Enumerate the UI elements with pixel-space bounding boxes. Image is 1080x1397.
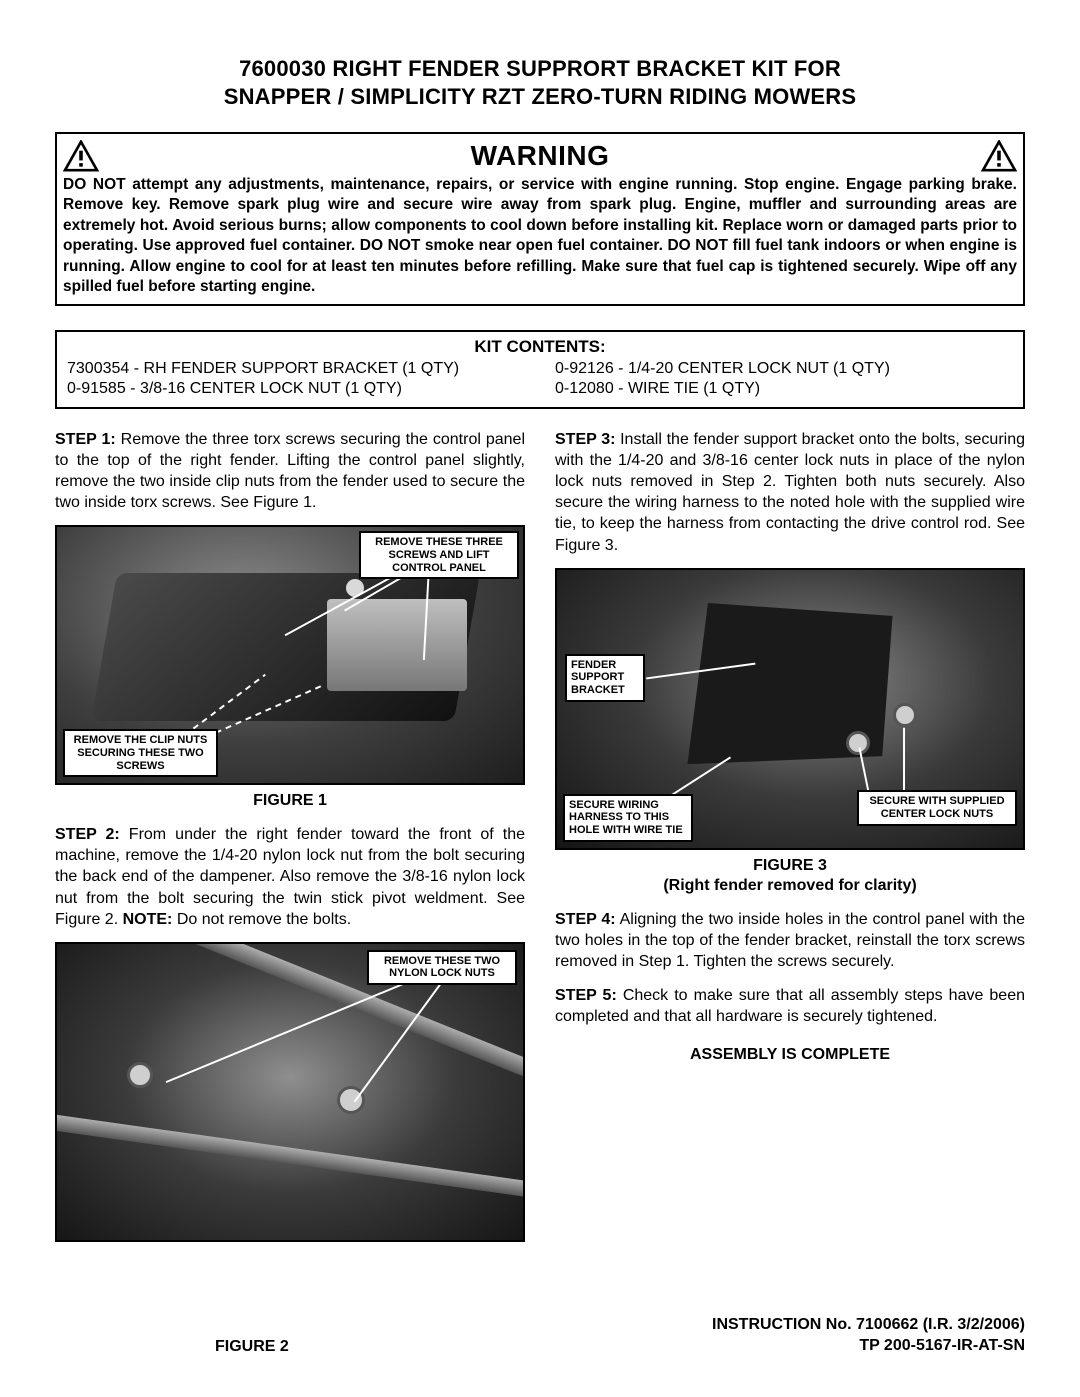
figure-3-caption: FIGURE 3 (Right fender removed for clari… (555, 856, 1025, 898)
warning-triangle-left-icon (63, 140, 99, 172)
left-column: STEP 1: Remove the three torx screws sec… (55, 429, 525, 1254)
figure-2: REMOVE THESE TWO NYLON LOCK NUTS (55, 942, 525, 1242)
step-2-text-b: Do not remove the bolts. (172, 911, 351, 928)
step-1-label: STEP 1: (55, 431, 116, 448)
figure-2-caption: FIGURE 2 (215, 1337, 289, 1357)
assembly-complete: ASSEMBLY IS COMPLETE (555, 1045, 1025, 1065)
step-5: STEP 5: Check to make sure that all asse… (555, 985, 1025, 1027)
document-title: 7600030 RIGHT FENDER SUPPRORT BRACKET KI… (55, 55, 1025, 110)
figure-1-callout-bottom: REMOVE THE CLIP NUTS SECURING THESE TWO … (63, 729, 218, 777)
warning-box: WARNING DO NOT attempt any adjustments, … (55, 132, 1025, 306)
warning-header: WARNING (57, 134, 1023, 173)
step-1: STEP 1: Remove the three torx screws sec… (55, 429, 525, 513)
figure-3-callout-left: SECURE WIRING HARNESS TO THIS HOLE WITH … (563, 794, 693, 842)
instruction-number: INSTRUCTION No. 7100662 (I.R. 3/2/2006) (712, 1315, 1025, 1336)
tp-number: TP 200-5167-IR-AT-SN (712, 1336, 1025, 1357)
kit-item: 0-12080 - WIRE TIE (1 QTY) (555, 379, 1013, 399)
kit-item: 7300354 - RH FENDER SUPPORT BRACKET (1 Q… (67, 359, 525, 379)
step-5-text: Check to make sure that all assembly ste… (555, 987, 1025, 1025)
title-line-2: SNAPPER / SIMPLICITY RZT ZERO-TURN RIDIN… (55, 83, 1025, 111)
figure-2-wrap: REMOVE THESE TWO NYLON LOCK NUTS (55, 942, 525, 1242)
figure-3-callout-right: SECURE WITH SUPPLIED CENTER LOCK NUTS (857, 790, 1017, 825)
step-4: STEP 4: Aligning the two inside holes in… (555, 909, 1025, 972)
kit-item: 0-91585 - 3/8-16 CENTER LOCK NUT (1 QTY) (67, 379, 525, 399)
step-3-label: STEP 3: (555, 431, 615, 448)
step-3: STEP 3: Install the fender support brack… (555, 429, 1025, 556)
kit-item: 0-92126 - 1/4-20 CENTER LOCK NUT (1 QTY) (555, 359, 1013, 379)
figure-1: REMOVE THESE THREE SCREWS AND LIFT CONTR… (55, 525, 525, 785)
step-5-label: STEP 5: (555, 987, 617, 1004)
step-1-text: Remove the three torx screws securing th… (55, 431, 525, 511)
step-4-label: STEP 4: (555, 911, 616, 928)
figure-1-wrap: REMOVE THESE THREE SCREWS AND LIFT CONTR… (55, 525, 525, 812)
kit-contents-box: KIT CONTENTS: 7300354 - RH FENDER SUPPOR… (55, 330, 1025, 409)
right-column: STEP 3: Install the fender support brack… (555, 429, 1025, 1254)
warning-triangle-right-icon (981, 140, 1017, 172)
figure-3-wrap: FENDER SUPPORT BRACKET SECURE WIRING HAR… (555, 568, 1025, 898)
step-2: STEP 2: From under the right fender towa… (55, 824, 525, 930)
figure-3-caption-line2: (Right fender removed for clarity) (663, 877, 916, 894)
kit-contents-title: KIT CONTENTS: (67, 336, 1013, 357)
figure-2-callout: REMOVE THESE TWO NYLON LOCK NUTS (367, 950, 517, 985)
figure-1-caption: FIGURE 1 (55, 791, 525, 812)
footer-right: INSTRUCTION No. 7100662 (I.R. 3/2/2006) … (712, 1315, 1025, 1357)
step-4-text: Aligning the two inside holes in the con… (555, 911, 1025, 970)
footer: FIGURE 2 INSTRUCTION No. 7100662 (I.R. 3… (55, 1315, 1025, 1357)
step-3-text: Install the fender support bracket onto … (555, 431, 1025, 554)
body-columns: STEP 1: Remove the three torx screws sec… (55, 429, 1025, 1254)
warning-label: WARNING (471, 138, 610, 173)
title-line-1: 7600030 RIGHT FENDER SUPPRORT BRACKET KI… (55, 55, 1025, 83)
kit-contents-grid: 7300354 - RH FENDER SUPPORT BRACKET (1 Q… (67, 359, 1013, 399)
figure-3-callout-top: FENDER SUPPORT BRACKET (565, 654, 645, 702)
warning-body: DO NOT attempt any adjustments, maintena… (57, 173, 1023, 304)
step-2-note: NOTE: (123, 911, 173, 928)
figure-1-callout-top: REMOVE THESE THREE SCREWS AND LIFT CONTR… (359, 531, 519, 579)
figure-3-caption-line1: FIGURE 3 (753, 857, 827, 874)
figure-3: FENDER SUPPORT BRACKET SECURE WIRING HAR… (555, 568, 1025, 850)
step-2-label: STEP 2: (55, 826, 120, 843)
